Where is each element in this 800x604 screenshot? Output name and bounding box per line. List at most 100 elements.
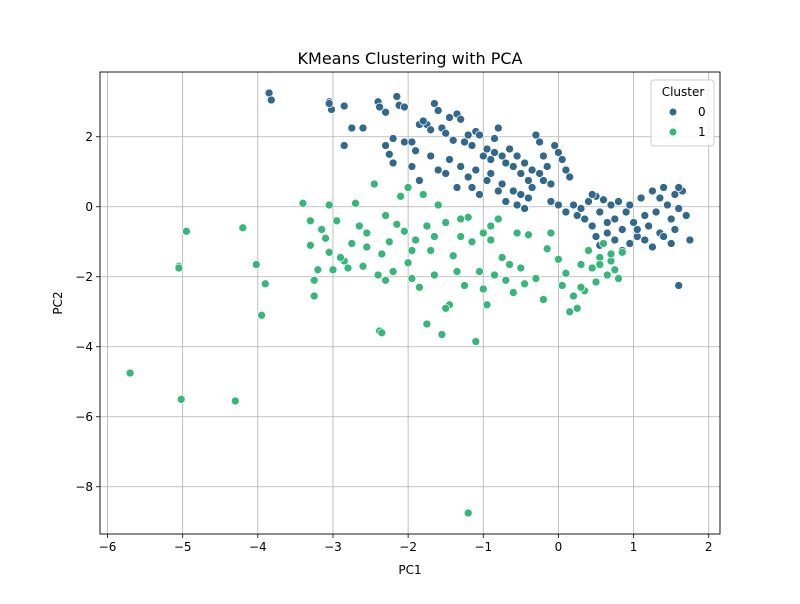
cluster-1-point bbox=[437, 330, 447, 339]
cluster-1-point bbox=[501, 275, 511, 285]
cluster-1-point bbox=[332, 216, 342, 226]
cluster-1-point bbox=[554, 254, 563, 264]
y-tick-label: −6 bbox=[75, 410, 93, 424]
cluster-0-point bbox=[445, 155, 454, 164]
cluster-1-point bbox=[557, 281, 567, 290]
cluster-1-point bbox=[448, 251, 458, 261]
cluster-0-point bbox=[539, 176, 548, 185]
cluster-0-point bbox=[497, 151, 507, 161]
cluster-0-point bbox=[629, 218, 638, 227]
cluster-0-point bbox=[482, 176, 492, 185]
cluster-0-point bbox=[614, 197, 623, 206]
cluster-0-point bbox=[426, 151, 436, 161]
cluster-0-point bbox=[497, 179, 507, 189]
chart-title: KMeans Clustering with PCA bbox=[298, 49, 523, 68]
cluster-1-point bbox=[452, 267, 462, 276]
cluster-0-point bbox=[347, 123, 357, 133]
cluster-0-point bbox=[520, 204, 529, 213]
cluster-0-point bbox=[535, 169, 544, 178]
cluster-0-point bbox=[531, 130, 541, 140]
cluster-0-point bbox=[535, 137, 544, 147]
cluster-0-point bbox=[388, 134, 398, 143]
cluster-1-point bbox=[351, 198, 360, 208]
cluster-1-point bbox=[512, 228, 522, 238]
data-points bbox=[125, 88, 695, 518]
plot-area-frame bbox=[99, 71, 721, 535]
y-tick-label: −8 bbox=[75, 480, 93, 494]
grid-lines bbox=[100, 72, 720, 534]
cluster-1-point bbox=[377, 328, 387, 338]
cluster-0-point bbox=[644, 221, 653, 231]
cluster-0-point bbox=[557, 155, 567, 164]
x-tick-label: −4 bbox=[249, 540, 267, 554]
cluster-1-point bbox=[460, 281, 469, 290]
cluster-0-point bbox=[358, 123, 368, 133]
cluster-1-point bbox=[531, 274, 541, 283]
cluster-0-point bbox=[542, 162, 552, 171]
cluster-0-point bbox=[512, 151, 522, 161]
cluster-1-point bbox=[358, 261, 368, 271]
cluster-1-point bbox=[415, 282, 424, 292]
cluster-1-point bbox=[407, 246, 417, 255]
cluster-1-point bbox=[430, 232, 439, 241]
cluster-0-point bbox=[674, 204, 684, 213]
cluster-1-point bbox=[354, 221, 364, 231]
cluster-1-point bbox=[306, 240, 315, 250]
cluster-1-point bbox=[321, 233, 330, 243]
cluster-0-point bbox=[595, 207, 605, 217]
cluster-1-point bbox=[407, 274, 417, 283]
cluster-0-point bbox=[516, 190, 526, 199]
cluster-0-point bbox=[482, 144, 492, 154]
cluster-1-point bbox=[505, 260, 514, 269]
cluster-0-point bbox=[512, 200, 522, 210]
cluster-1-point bbox=[257, 310, 266, 320]
cluster-0-point bbox=[648, 186, 657, 196]
cluster-0-point bbox=[501, 158, 511, 168]
cluster-0-point bbox=[339, 101, 349, 111]
cluster-1-point bbox=[230, 396, 240, 406]
cluster-1-point bbox=[309, 291, 319, 301]
cluster-1-point bbox=[591, 277, 601, 287]
cluster-0-point bbox=[572, 211, 582, 220]
cluster-1-point bbox=[309, 275, 319, 285]
cluster-1-point bbox=[251, 260, 261, 269]
cluster-0-point bbox=[407, 162, 417, 171]
cluster-1-point bbox=[422, 221, 432, 231]
cluster-1-point bbox=[599, 239, 608, 248]
cluster-0-point bbox=[674, 281, 684, 290]
cluster-1-point bbox=[381, 275, 390, 285]
cluster-1-point bbox=[298, 198, 308, 208]
cluster-1-point bbox=[317, 225, 327, 234]
cluster-0-point bbox=[565, 172, 575, 182]
cluster-1-point bbox=[411, 235, 420, 245]
cluster-0-point bbox=[655, 193, 665, 203]
cluster-1-point bbox=[478, 228, 488, 238]
cluster-1-point bbox=[606, 249, 616, 259]
cluster-1-point bbox=[260, 279, 270, 289]
cluster-1-point bbox=[125, 368, 135, 378]
cluster-0-point bbox=[524, 193, 533, 203]
cluster-0-point bbox=[475, 130, 484, 140]
cluster-0-point bbox=[493, 186, 503, 196]
y-tick-label: 0 bbox=[85, 200, 93, 214]
cluster-0-point bbox=[625, 200, 635, 210]
cluster-1-point bbox=[377, 249, 387, 259]
legend-title: Cluster bbox=[662, 85, 705, 99]
cluster-0-point bbox=[456, 114, 466, 124]
cluster-0-point bbox=[467, 183, 477, 192]
cluster-0-point bbox=[674, 183, 684, 192]
cluster-0-point bbox=[670, 225, 680, 234]
cluster-1-point bbox=[520, 279, 529, 289]
cluster-1-point bbox=[328, 265, 338, 275]
cluster-0-point bbox=[681, 211, 691, 220]
cluster-0-point bbox=[381, 107, 390, 117]
cluster-1-point bbox=[576, 260, 586, 269]
legend-marker-cluster-0 bbox=[669, 108, 677, 116]
cluster-0-point bbox=[666, 239, 676, 248]
cluster-1-point bbox=[362, 228, 372, 238]
cluster-0-point bbox=[400, 102, 409, 112]
cluster-1-point bbox=[463, 508, 473, 518]
cluster-0-point bbox=[602, 228, 612, 238]
cluster-1-point bbox=[400, 226, 409, 236]
